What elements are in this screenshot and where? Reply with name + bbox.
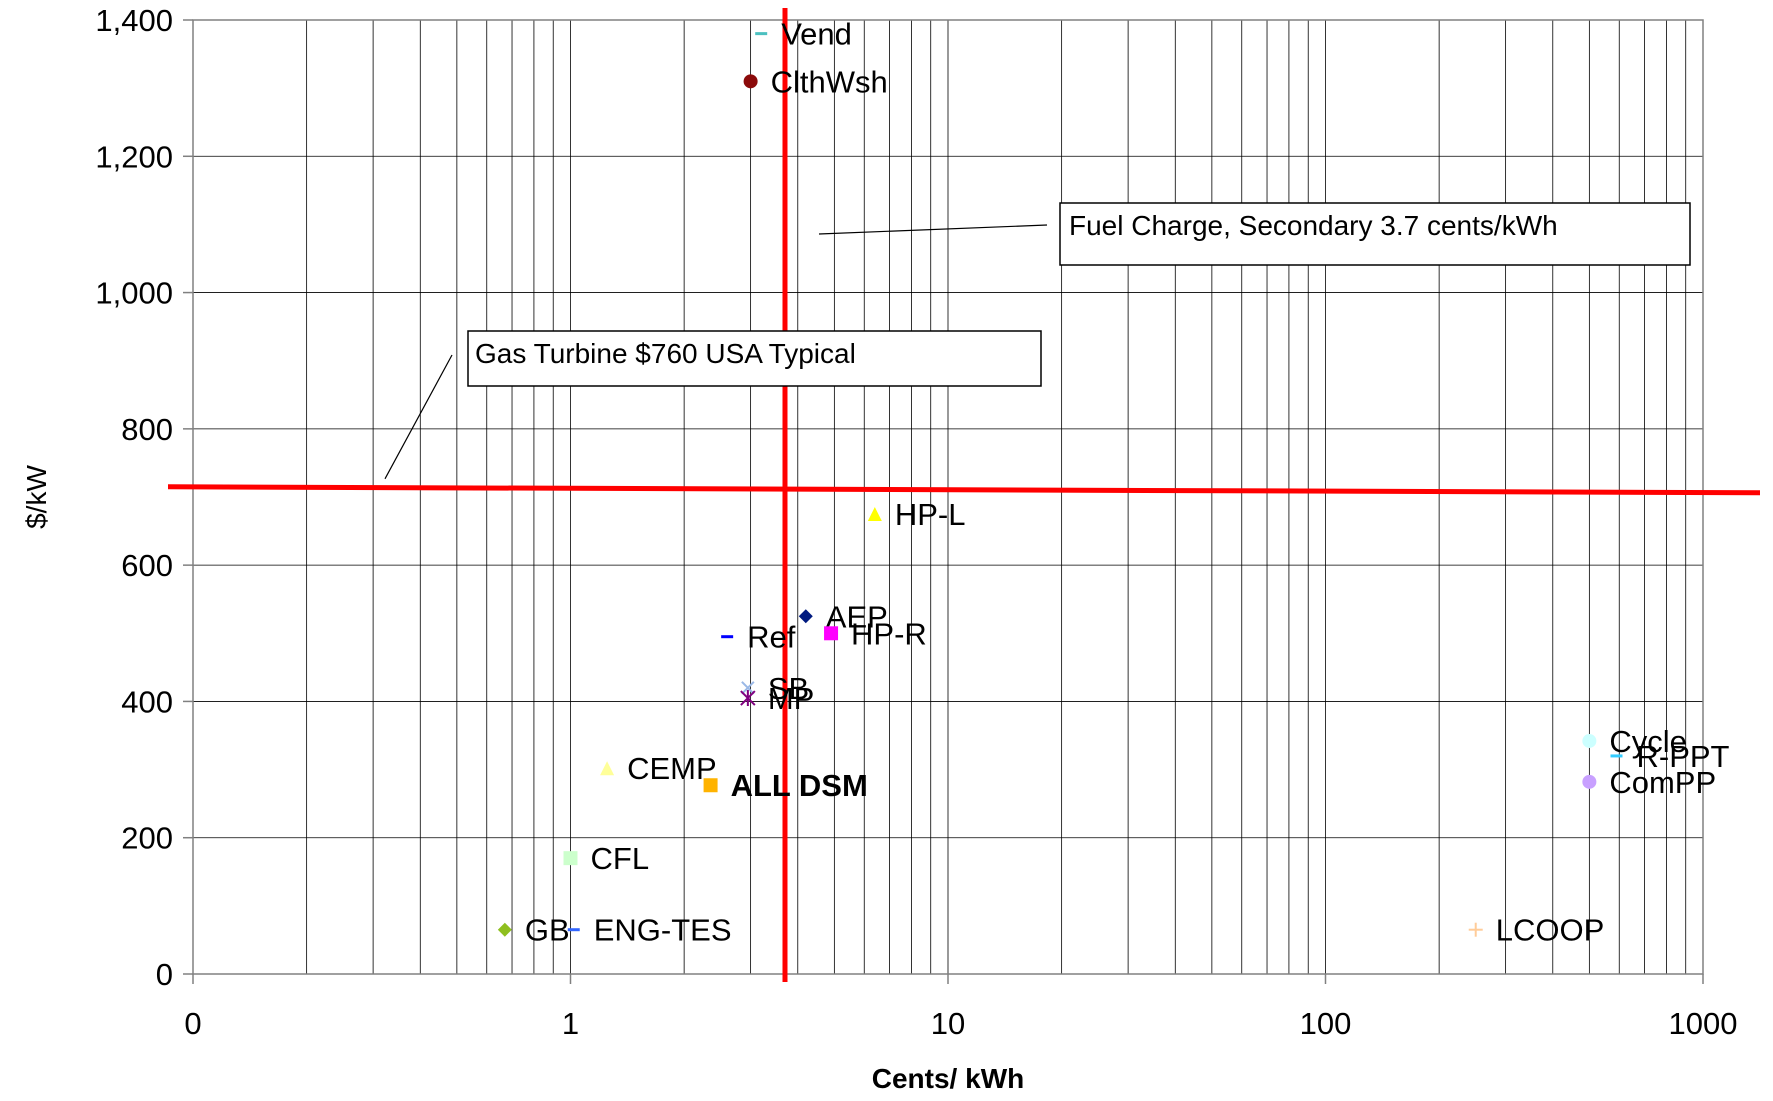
x-tick-label: 1000	[1669, 1006, 1738, 1041]
point-label: HP-L	[895, 497, 966, 532]
triangle-marker	[600, 761, 615, 776]
gas-turbine-callout-text: Gas Turbine $760 USA Typical	[475, 338, 856, 369]
point-label: ENG-TES	[594, 913, 732, 948]
point-label: MP	[768, 681, 815, 716]
y-tick-label: 600	[121, 548, 173, 583]
point-clthwsh: ClthWsh	[743, 64, 888, 99]
x-tick-label: 0	[184, 1006, 201, 1041]
y-tick-label: 1,200	[95, 139, 173, 174]
gas-turbine-reference-line	[167, 484, 1761, 496]
point-ref: Ref	[721, 620, 796, 655]
point-r-ppt: R-PPT	[1610, 739, 1730, 774]
point-label: ClthWsh	[771, 64, 888, 99]
x-tick-label: 10	[931, 1006, 965, 1041]
grid-lines	[193, 20, 1703, 974]
y-tick-label: 800	[121, 412, 173, 447]
point-all-dsm: ALL DSM	[703, 768, 868, 803]
point-label: R-PPT	[1636, 739, 1729, 774]
point-mp: MP	[740, 681, 815, 716]
point-label: Cycle	[1609, 724, 1687, 759]
point-gb: GB	[497, 913, 570, 948]
fuel-charge-leader-line	[818, 224, 1048, 235]
y-axis-title: $/kW	[21, 465, 52, 529]
reference-lines	[167, 8, 1761, 982]
point-label: SB	[768, 671, 809, 706]
point-label: Ref	[747, 620, 796, 655]
point-label: ALL DSM	[731, 768, 868, 803]
point-sb: SB	[741, 671, 809, 706]
point-label: CEMP	[627, 751, 717, 786]
y-tick-label: 400	[121, 684, 173, 719]
point-lcoop: LCOOP	[1468, 913, 1605, 948]
point-label: CFL	[591, 841, 650, 876]
point-label: LCOOP	[1496, 913, 1605, 948]
point-compp: ComPP	[1582, 765, 1716, 800]
point-label: GB	[525, 913, 570, 948]
fuel-charge-callout-box	[1059, 202, 1691, 266]
point-label: HP-R	[851, 616, 927, 651]
y-tick-label: 200	[121, 821, 173, 856]
point-vend: Vend	[755, 17, 852, 52]
triangle-marker	[867, 507, 882, 522]
point-cfl: CFL	[563, 841, 650, 876]
point-label: ComPP	[1609, 765, 1716, 800]
circle-marker	[743, 74, 758, 89]
point-label: Vend	[781, 17, 852, 52]
gas-turbine-callout-box	[467, 330, 1042, 387]
x-tick-label: 100	[1300, 1006, 1352, 1041]
annotations: Fuel Charge, Secondary 3.7 cents/kWh Gas …	[384, 202, 1691, 480]
fuel-charge-callout-text: Fuel Charge, Secondary 3.7 cents/kWh	[1069, 210, 1558, 241]
x-marker-b	[741, 681, 755, 695]
circle-marker	[1582, 774, 1597, 789]
diamond-marker	[798, 609, 813, 624]
x-tick-label: 1	[562, 1006, 579, 1041]
diamond-marker	[497, 922, 512, 937]
x-axis-title: Cents/ kWh	[872, 1063, 1024, 1094]
axis-ticks: 0 200 400 600 800 1,000 1,200 1,400 0 1 10 100 1000	[95, 3, 1737, 1041]
square-marker	[824, 626, 839, 641]
square-marker	[563, 851, 578, 866]
point-hp-r: HP-R	[824, 616, 927, 651]
y-tick-label: 1,400	[95, 3, 173, 38]
y-tick-label: 1,000	[95, 276, 173, 311]
gas-turbine-leader-line	[384, 354, 453, 480]
y-tick-label: 0	[156, 957, 173, 992]
point-hp-l: HP-L	[867, 497, 966, 532]
point-eng-tes: ENG-TES	[567, 913, 732, 948]
circle-marker	[1582, 733, 1597, 748]
point-cemp: CEMP	[600, 751, 717, 786]
point-cycle: Cycle	[1582, 724, 1687, 759]
square-marker	[703, 778, 718, 793]
